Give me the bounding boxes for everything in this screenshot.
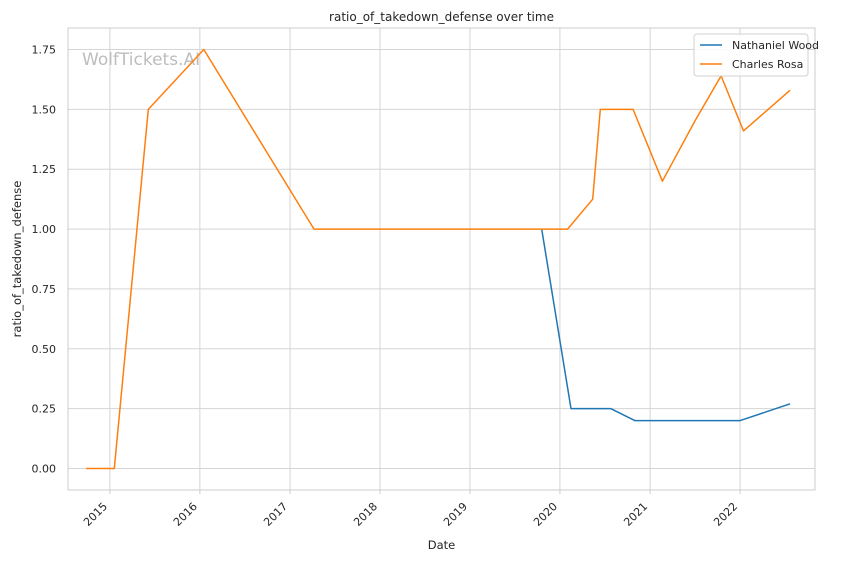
x-tick-label: 2016 — [171, 500, 200, 529]
series-line-2 — [86, 48, 791, 470]
x-axis-label: Date — [428, 538, 456, 552]
y-tick-label: 1.75 — [32, 44, 57, 57]
chart-title: ratio_of_takedown_defense over time — [329, 10, 554, 24]
legend-label: Nathaniel Wood — [732, 39, 819, 52]
x-tick-label: 2020 — [531, 500, 560, 529]
y-axis-label: ratio_of_takedown_defense — [10, 181, 24, 338]
plot-frame — [67, 27, 816, 491]
x-tick-label: 2021 — [621, 500, 650, 529]
x-tick-labels: 2015 2016 2017 2018 2019 2020 2021 2022 — [81, 490, 741, 529]
x-tick-label: 2022 — [711, 500, 740, 529]
legend: Nathaniel Wood Charles Rosa — [693, 33, 819, 77]
legend-label: Charles Rosa — [732, 58, 803, 71]
legend-box — [693, 33, 809, 77]
x-tick-label: 2015 — [81, 500, 110, 529]
y-tick-label: 0.00 — [32, 462, 57, 475]
series-line-1 — [540, 228, 791, 422]
y-tick-label: 1.25 — [32, 163, 57, 176]
y-tick-label: 0.25 — [32, 403, 57, 416]
watermark-text: WolfTickets.AI — [82, 50, 200, 70]
x-tick-label: 2019 — [441, 500, 470, 529]
y-tick-label: 0.75 — [32, 283, 57, 296]
series-layer — [86, 48, 791, 470]
x-tick-label: 2017 — [261, 500, 290, 529]
y-tick-label: 0.50 — [32, 343, 57, 356]
y-gridlines — [68, 49, 815, 469]
y-tick-label: 1.00 — [32, 223, 57, 236]
y-tick-label: 1.50 — [32, 103, 57, 116]
y-tick-labels: 0.00 0.25 0.50 0.75 1.00 1.25 1.50 1.75 — [32, 44, 57, 476]
x-tick-label: 2018 — [351, 500, 380, 529]
x-gridlines — [109, 28, 741, 490]
